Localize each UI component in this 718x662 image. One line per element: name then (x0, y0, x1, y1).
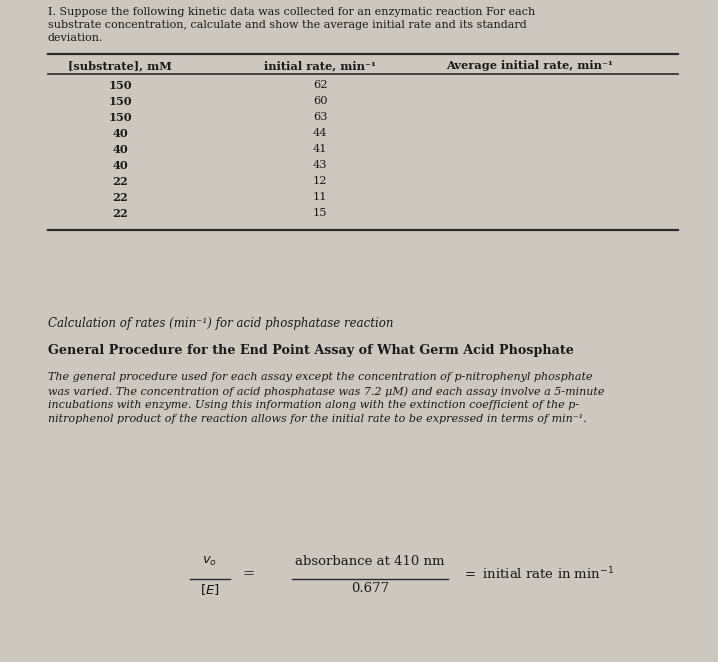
Text: 62: 62 (313, 80, 327, 90)
Text: I. Suppose the following kinetic data was collected for an enzymatic reaction Fo: I. Suppose the following kinetic data wa… (48, 7, 535, 17)
Text: $v_o$: $v_o$ (202, 555, 218, 568)
Text: =: = (242, 567, 254, 581)
Text: was varied. The concentration of acid phosphatase was 7.2 μM) and each assay inv: was varied. The concentration of acid ph… (48, 386, 605, 397)
Text: General Procedure for the End Point Assay of What Germ Acid Phosphate: General Procedure for the End Point Assa… (48, 344, 574, 357)
Text: $=$ initial rate in min$^{-1}$: $=$ initial rate in min$^{-1}$ (462, 566, 614, 583)
Text: deviation.: deviation. (48, 33, 103, 43)
Text: Average initial rate, min⁻¹: Average initial rate, min⁻¹ (447, 60, 613, 71)
Text: 40: 40 (112, 128, 128, 139)
Text: Calculation of rates (min⁻¹) for acid phosphatase reaction: Calculation of rates (min⁻¹) for acid ph… (48, 317, 393, 330)
Text: substrate concentration, calculate and show the average initial rate and its sta: substrate concentration, calculate and s… (48, 20, 527, 30)
Text: 150: 150 (108, 112, 132, 123)
Text: 41: 41 (313, 144, 327, 154)
Text: 11: 11 (313, 192, 327, 202)
Text: [substrate], mM: [substrate], mM (68, 60, 172, 71)
Text: $[E]$: $[E]$ (200, 582, 220, 597)
Text: 22: 22 (112, 192, 128, 203)
Text: 40: 40 (112, 144, 128, 155)
Text: 22: 22 (112, 208, 128, 219)
Text: 15: 15 (313, 208, 327, 218)
Text: 44: 44 (313, 128, 327, 138)
Text: 150: 150 (108, 80, 132, 91)
Text: nitrophenol product of the reaction allows for the initial rate to be expressed : nitrophenol product of the reaction allo… (48, 414, 587, 424)
Text: 40: 40 (112, 160, 128, 171)
Text: initial rate, min⁻¹: initial rate, min⁻¹ (264, 60, 376, 71)
Text: 150: 150 (108, 96, 132, 107)
Text: 12: 12 (313, 176, 327, 186)
Text: 63: 63 (313, 112, 327, 122)
Text: 22: 22 (112, 176, 128, 187)
Text: incubations with enzyme. Using this information along with the extinction coeffi: incubations with enzyme. Using this info… (48, 400, 579, 410)
Text: absorbance at 410 nm: absorbance at 410 nm (295, 555, 444, 568)
Text: The general procedure used for each assay except the concentration of p-nitrophe: The general procedure used for each assa… (48, 372, 592, 382)
Text: 0.677: 0.677 (351, 582, 389, 595)
Text: 60: 60 (313, 96, 327, 106)
Text: 43: 43 (313, 160, 327, 170)
